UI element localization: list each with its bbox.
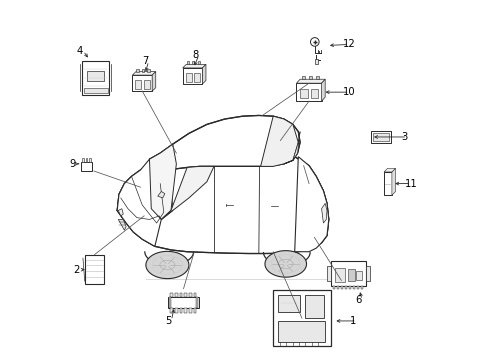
Polygon shape [149,116,300,172]
Bar [81,162,92,171]
Bar [170,293,173,297]
Bar [296,83,321,101]
Bar [136,69,139,72]
Bar [82,158,84,162]
Text: 4: 4 [77,46,83,56]
Bar [87,71,104,81]
Polygon shape [321,79,325,101]
Bar [170,308,173,312]
Bar [383,172,391,195]
Bar [365,266,369,281]
Polygon shape [158,192,164,198]
Bar [193,73,200,82]
Bar [196,297,198,308]
Bar [143,80,149,89]
Bar [340,286,343,289]
Bar [179,308,182,312]
Bar [192,62,194,64]
Polygon shape [294,157,328,252]
Polygon shape [117,159,172,246]
Text: 11: 11 [404,179,416,189]
Bar [86,158,87,162]
Bar [84,255,104,284]
Bar [193,293,196,297]
Bar [184,293,186,297]
Bar [185,73,191,82]
Bar [352,286,354,289]
Bar [186,62,188,64]
Bar [273,290,330,346]
Bar [89,158,91,162]
Bar [189,293,191,297]
Text: 3: 3 [400,132,407,142]
Polygon shape [284,132,300,164]
Text: 9: 9 [69,159,76,169]
Bar [184,308,186,312]
Polygon shape [296,79,325,83]
Bar [175,293,177,297]
Polygon shape [260,116,298,166]
Bar [315,76,318,79]
Bar [336,286,339,289]
Bar [168,297,170,308]
Text: 12: 12 [342,40,354,49]
Polygon shape [202,64,205,84]
Bar [308,76,311,79]
Text: 6: 6 [355,295,361,305]
Polygon shape [264,251,306,277]
Polygon shape [132,72,155,75]
Polygon shape [149,144,176,220]
Text: 7: 7 [142,56,148,66]
Bar [334,268,345,282]
Bar [147,69,149,72]
Bar [331,261,365,286]
Bar [277,321,325,342]
Polygon shape [145,251,188,279]
Bar [345,286,346,289]
Polygon shape [383,168,395,172]
Bar [300,89,307,98]
Bar [197,62,200,64]
Bar [83,88,107,93]
Polygon shape [321,203,326,223]
Bar [347,270,354,281]
Polygon shape [118,209,123,216]
Text: 2: 2 [73,265,79,275]
Polygon shape [152,72,155,91]
Bar [355,271,362,279]
Bar [142,69,144,72]
Text: 8: 8 [192,50,198,60]
Bar [301,76,304,79]
Bar [326,266,331,281]
Bar [372,132,388,141]
Bar [348,286,350,289]
Polygon shape [161,166,214,220]
Polygon shape [182,64,205,68]
Circle shape [310,38,319,46]
Bar [179,293,182,297]
Polygon shape [117,150,328,253]
Text: 1: 1 [349,316,356,326]
Polygon shape [391,168,395,195]
Bar [332,286,335,289]
Bar [182,68,202,84]
Bar [305,294,323,318]
Bar [168,297,198,308]
Bar [277,294,299,312]
Text: 5: 5 [164,316,171,325]
Bar [175,308,177,312]
Bar [193,308,196,312]
Bar [132,75,152,91]
Polygon shape [118,220,126,230]
Bar [314,59,317,64]
Bar [310,89,318,98]
Bar [360,286,362,289]
Bar [370,131,390,143]
Bar [356,286,358,289]
Text: 10: 10 [343,87,355,97]
Bar [135,80,141,89]
Bar [82,61,109,95]
Bar [189,308,191,312]
